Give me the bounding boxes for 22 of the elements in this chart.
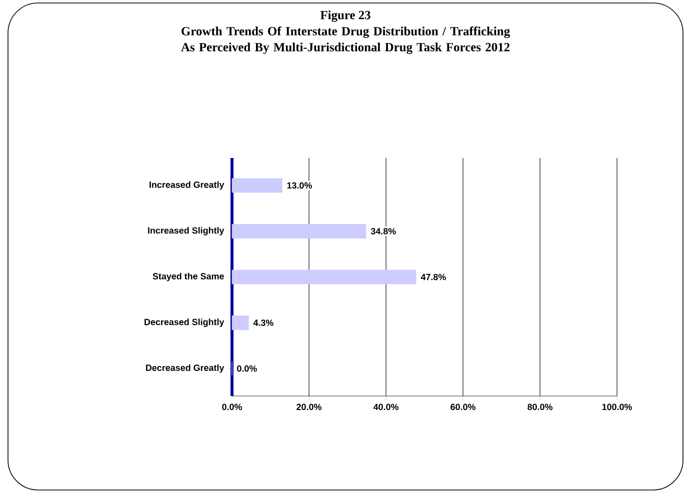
y-tick-label: Decreased Slightly (144, 318, 224, 327)
data-label: 13.0% (287, 182, 312, 189)
chart-subtitle: Growth Trends Of Interstate Drug Distribution / Trafficking As Perceived By Multi-Jurisdictional Drug Task Forces 2012 (181, 26, 510, 54)
data-label: 34.8% (370, 228, 396, 234)
chart-title: Figure 23 (320, 10, 370, 22)
bar (232, 270, 416, 284)
bar (232, 224, 366, 238)
y-tick-label: Increased Slightly (148, 227, 224, 236)
x-tick-label: 100.0% (602, 404, 632, 410)
y-tick-label: Increased Greatly (150, 181, 224, 190)
x-tick-label: 0.0% (222, 404, 242, 410)
bar (232, 178, 282, 193)
bar (232, 316, 249, 330)
x-tick-label: 40.0% (373, 404, 398, 410)
x-tick-label: 80.0% (528, 404, 552, 410)
x-tick-label: 60.0% (450, 404, 476, 410)
y-tick-label: Stayed the Same (152, 272, 224, 282)
data-label: 0.0% (237, 365, 257, 372)
data-label: 4.3% (253, 320, 274, 326)
x-tick-label: 20.0% (296, 404, 322, 410)
y-tick-label: Decreased Greatly (146, 364, 224, 373)
data-label: 47.8% (420, 274, 446, 280)
